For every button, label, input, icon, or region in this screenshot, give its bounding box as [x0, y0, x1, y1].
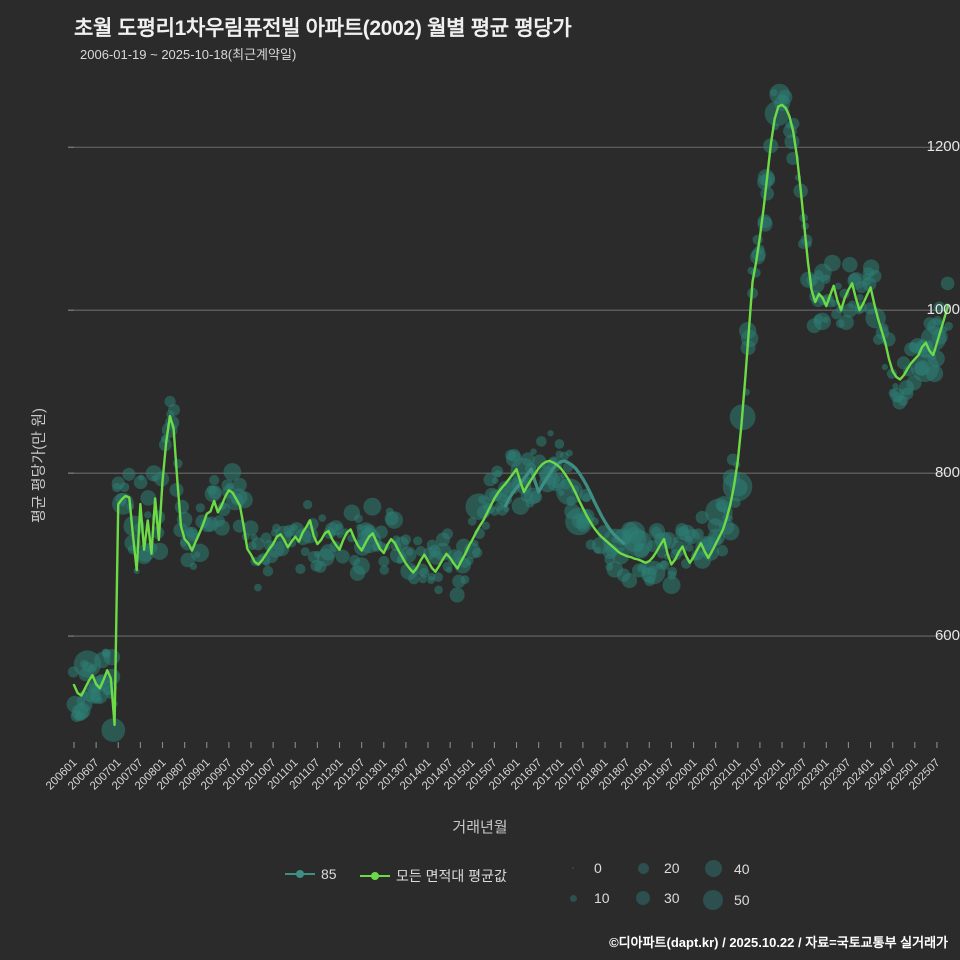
size-legend-label: 50 [734, 892, 750, 908]
y-tick-label: 1000 [926, 301, 960, 319]
size-legend-label: 30 [664, 890, 680, 906]
size-legend-item-30: 30 [630, 890, 680, 906]
x-axis-title: 거래년월 [452, 819, 508, 836]
legend-swatch-icon [360, 870, 390, 882]
size-legend-dot [700, 860, 726, 877]
size-legend-item-20: 20 [630, 860, 680, 876]
chart-legend: 85 모든 면적대 평균값 0 10 20 30 40 50 [0, 858, 960, 928]
page-title: 초월 도평리1차우림퓨전빌 아파트(2002) 월별 평균 평당가 [74, 17, 572, 40]
size-legend-item-0: 0 [560, 860, 602, 876]
legend-item-series-85[interactable]: 85 [285, 866, 337, 882]
size-legend-item-40: 40 [700, 860, 750, 877]
footer-credit: ©디아파트(dapt.kr) / 2025.10.22 / 자료=국토교통부 실… [609, 935, 948, 950]
size-legend-dot [700, 890, 726, 910]
chart-subtitle: 2006-01-19 ~ 2025-10-18(최근계약일) [80, 47, 297, 62]
size-legend-item-10: 10 [560, 890, 610, 906]
y-tick-label: 800 [934, 464, 960, 482]
size-legend-label: 0 [594, 860, 602, 876]
legend-item-series-all-area-mean[interactable]: 모든 면적대 평균값 [360, 866, 507, 886]
legend-swatch-icon [285, 868, 315, 880]
size-legend-label: 40 [734, 860, 750, 877]
size-legend-item-50: 50 [700, 890, 750, 910]
y-tick-label: 1200 [926, 138, 960, 156]
size-legend-dot [560, 867, 586, 869]
size-legend-dot [560, 894, 586, 902]
legend-label: 85 [321, 866, 337, 882]
y-tick-label: 600 [934, 627, 960, 645]
size-legend-dot [630, 891, 656, 905]
size-legend-label: 10 [594, 890, 610, 906]
size-legend-dot [630, 862, 656, 874]
size-legend-label: 20 [664, 860, 680, 876]
legend-label: 모든 면적대 평균값 [396, 868, 507, 884]
